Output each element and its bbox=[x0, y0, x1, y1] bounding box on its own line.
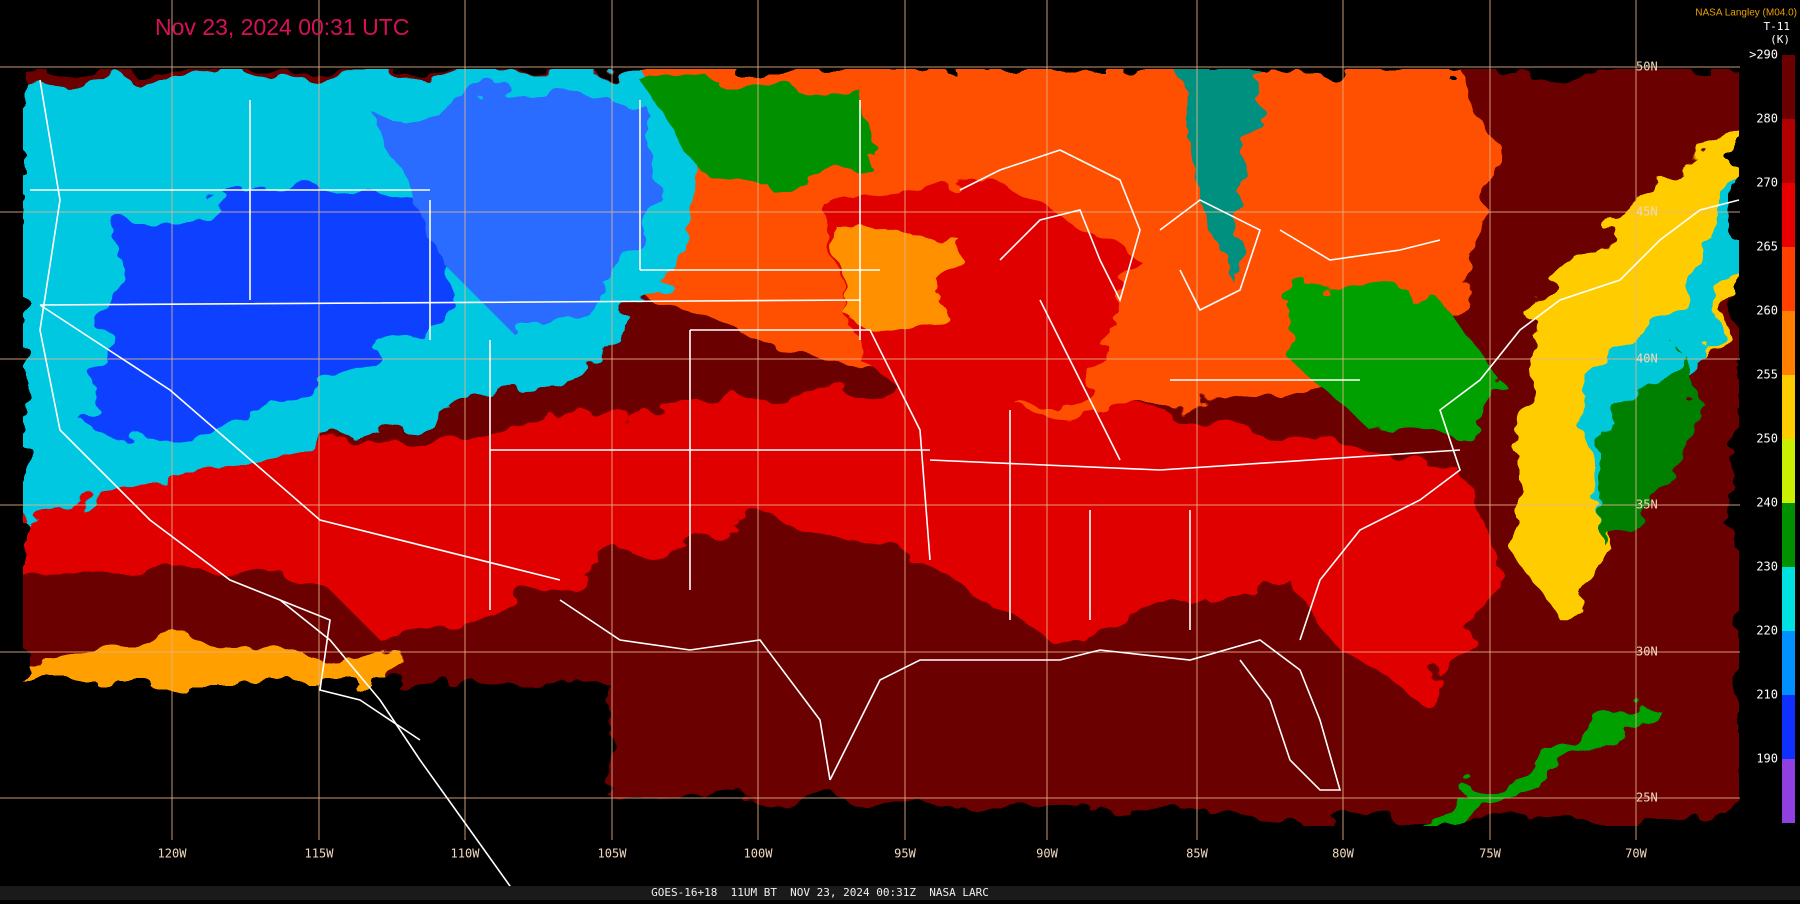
colorbar-swatch bbox=[1782, 759, 1795, 823]
colorbar-label: 260 bbox=[1756, 304, 1778, 318]
footer-band bbox=[0, 886, 1800, 900]
latitude-label: 40N bbox=[1636, 352, 1658, 366]
colorbar-label: 190 bbox=[1756, 752, 1778, 766]
state-line bbox=[30, 100, 1461, 630]
latitude-label: 35N bbox=[1636, 498, 1658, 512]
blue-region bbox=[380, 90, 660, 340]
colorbar-label: 255 bbox=[1756, 368, 1778, 382]
imagery bbox=[23, 69, 1739, 826]
colorbar-label: >290 bbox=[1749, 48, 1778, 62]
latitude-label: 25N bbox=[1636, 791, 1658, 805]
colorbar-swatch bbox=[1782, 247, 1795, 311]
longitude-labels: 120W 115W 110W 105W 100W 95W 90W 85W 80W… bbox=[158, 847, 1648, 861]
coastline bbox=[279, 599, 1342, 791]
credit: NASA Langley (M04.0) bbox=[1695, 8, 1797, 19]
colorbar-swatch bbox=[1782, 55, 1795, 119]
colorbar-swatch bbox=[1782, 183, 1795, 247]
footer-caption: GOES-16+18 11UM BT NOV 23, 2024 00:31Z N… bbox=[651, 886, 989, 899]
colorbar-swatch bbox=[1782, 119, 1795, 183]
graticule bbox=[0, 0, 1740, 840]
green-region bbox=[1600, 350, 1700, 540]
legend-title: T-11 bbox=[1764, 20, 1791, 33]
colorbar-label: 240 bbox=[1756, 496, 1778, 510]
colorbar-label: 280 bbox=[1756, 112, 1778, 126]
orange-region bbox=[830, 220, 960, 330]
coastline bbox=[1299, 199, 1740, 641]
green-region bbox=[1180, 69, 1260, 280]
colorbar-swatch bbox=[1782, 503, 1795, 567]
longitude-label: 95W bbox=[894, 847, 916, 861]
longitude-label: 90W bbox=[1036, 847, 1058, 861]
colorbar-swatch bbox=[1782, 311, 1795, 375]
colorbar-swatch bbox=[1782, 695, 1795, 759]
longitude-label: 110W bbox=[451, 847, 481, 861]
colorbar-swatch bbox=[1782, 631, 1795, 695]
title: Nov 23, 2024 00:31 UTC bbox=[155, 14, 409, 40]
lake-shore bbox=[959, 149, 1441, 312]
green-region bbox=[1420, 700, 1660, 826]
latitude-labels: 50N 45N 40N 35N 30N 25N bbox=[1636, 60, 1658, 805]
longitude-label: 80W bbox=[1332, 847, 1354, 861]
colorbar-swatch bbox=[1782, 567, 1795, 631]
yellow-region bbox=[23, 640, 400, 682]
red-region bbox=[23, 380, 1500, 700]
colorbar-label: 210 bbox=[1756, 688, 1778, 702]
colorbar-label: 220 bbox=[1756, 624, 1778, 638]
colorbar-label: 250 bbox=[1756, 432, 1778, 446]
latitude-label: 30N bbox=[1636, 645, 1658, 659]
colorbar-label: 230 bbox=[1756, 560, 1778, 574]
colorbar-swatch bbox=[1782, 375, 1795, 439]
longitude-label: 70W bbox=[1625, 847, 1647, 861]
boundaries bbox=[30, 79, 1740, 901]
latitude-label: 45N bbox=[1636, 205, 1658, 219]
longitude-label: 85W bbox=[1186, 847, 1208, 861]
longitude-label: 115W bbox=[305, 847, 335, 861]
latitude-label: 50N bbox=[1636, 60, 1658, 74]
longitude-label: 120W bbox=[158, 847, 188, 861]
blue-region bbox=[90, 180, 460, 440]
coastline bbox=[39, 79, 521, 901]
longitude-label: 105W bbox=[598, 847, 628, 861]
legend-unit: (K) bbox=[1770, 33, 1790, 46]
colorbar: >290 280 270 265 260 255 250 240 230 220 210 190 bbox=[1749, 48, 1795, 823]
colorbar-swatch bbox=[1782, 439, 1795, 503]
longitude-label: 100W bbox=[744, 847, 774, 861]
longitude-label: 75W bbox=[1479, 847, 1501, 861]
green-region bbox=[640, 80, 880, 190]
colorbar-label: 270 bbox=[1756, 176, 1778, 190]
colorbar-label: 265 bbox=[1756, 240, 1778, 254]
